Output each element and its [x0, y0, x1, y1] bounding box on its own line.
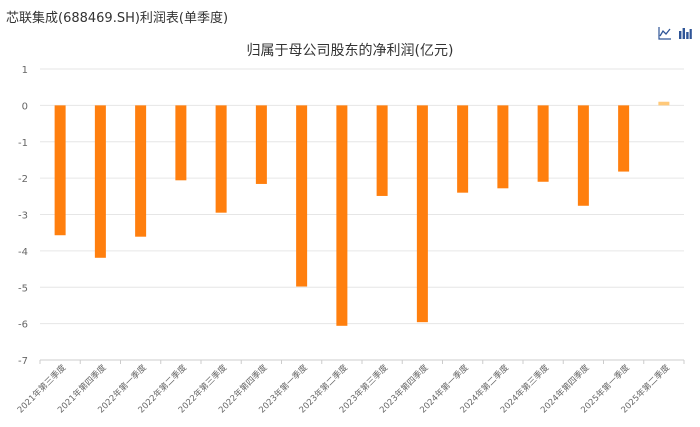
- bar-chart-icon[interactable]: [678, 26, 692, 40]
- bar: [376, 105, 388, 196]
- line-chart-icon[interactable]: [658, 26, 672, 40]
- bar: [255, 105, 267, 184]
- y-tick-label: -1: [18, 138, 28, 149]
- bar: [537, 105, 549, 182]
- bar: [618, 105, 630, 172]
- y-tick-label: -5: [18, 283, 28, 294]
- bar: [135, 105, 147, 237]
- y-tick-label: -3: [18, 211, 28, 222]
- page-title: 芯联集成(688469.SH)利润表(单季度): [6, 11, 229, 26]
- y-tick-label: 0: [22, 101, 28, 112]
- bar: [457, 105, 469, 193]
- y-tick-label: -7: [18, 356, 28, 367]
- bar: [577, 105, 589, 206]
- chart-toolbar: [658, 26, 692, 40]
- y-tick-label: -6: [18, 320, 28, 331]
- y-tick-label: -2: [18, 174, 28, 185]
- bar: [296, 105, 308, 287]
- bar: [658, 101, 670, 106]
- bar: [497, 105, 509, 189]
- bar: [54, 105, 66, 236]
- bar: [336, 105, 348, 326]
- y-tick-label: 1: [22, 65, 28, 76]
- chart-title: 归属于母公司股东的净利润(亿元): [246, 43, 454, 59]
- bar: [175, 105, 187, 181]
- bar: [215, 105, 227, 213]
- bar: [416, 105, 428, 323]
- y-tick-label: -4: [18, 247, 28, 258]
- bar: [94, 105, 106, 258]
